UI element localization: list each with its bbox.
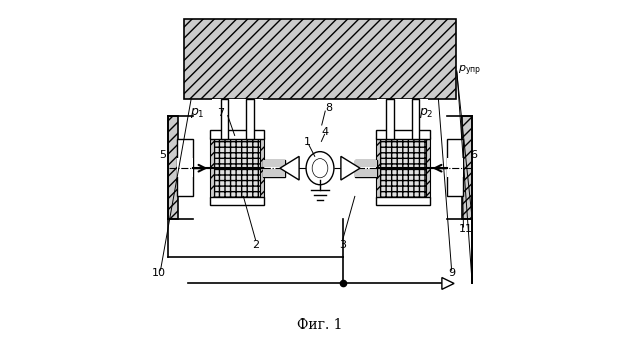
Bar (211, 130, 264, 139)
Bar (463, 116, 472, 219)
Text: $p_1$: $p_1$ (190, 106, 205, 120)
Bar (447, 158, 463, 177)
Bar (379, 137, 426, 198)
Text: $p_2$: $p_2$ (419, 106, 433, 120)
Bar (246, 99, 254, 139)
Bar (211, 137, 214, 198)
Bar (412, 99, 419, 139)
Bar (378, 99, 428, 139)
Text: 7: 7 (217, 108, 224, 118)
Text: 11: 11 (458, 225, 472, 234)
Bar (355, 160, 378, 177)
Bar (177, 158, 193, 177)
Text: 3: 3 (339, 240, 346, 250)
Text: 4: 4 (322, 127, 329, 137)
Text: 6: 6 (470, 150, 477, 160)
Polygon shape (341, 156, 360, 180)
Bar (260, 137, 264, 198)
Text: 5: 5 (159, 150, 166, 160)
Ellipse shape (306, 152, 334, 185)
Bar (214, 137, 261, 198)
Polygon shape (442, 278, 454, 289)
Bar (262, 160, 285, 167)
Bar (355, 160, 378, 167)
Text: $p_{\rm упр}$: $p_{\rm упр}$ (458, 64, 481, 78)
Polygon shape (280, 156, 299, 180)
Text: 2: 2 (252, 240, 259, 250)
Bar (426, 137, 429, 198)
Bar (376, 130, 429, 139)
Bar (168, 116, 177, 219)
Text: 10: 10 (152, 268, 166, 278)
Bar (221, 99, 228, 139)
Bar (262, 160, 285, 177)
Bar (376, 137, 380, 198)
Bar (211, 198, 264, 205)
Text: Фиг. 1: Фиг. 1 (297, 318, 343, 332)
Text: 9: 9 (448, 268, 455, 278)
Bar (212, 99, 262, 139)
Bar (386, 99, 394, 139)
Bar (376, 198, 429, 205)
Text: 8: 8 (325, 102, 332, 113)
Text: 1: 1 (303, 138, 310, 147)
Bar (184, 19, 456, 99)
Bar (355, 169, 378, 177)
Bar (447, 139, 463, 197)
Bar (177, 139, 193, 197)
Bar (262, 169, 285, 177)
